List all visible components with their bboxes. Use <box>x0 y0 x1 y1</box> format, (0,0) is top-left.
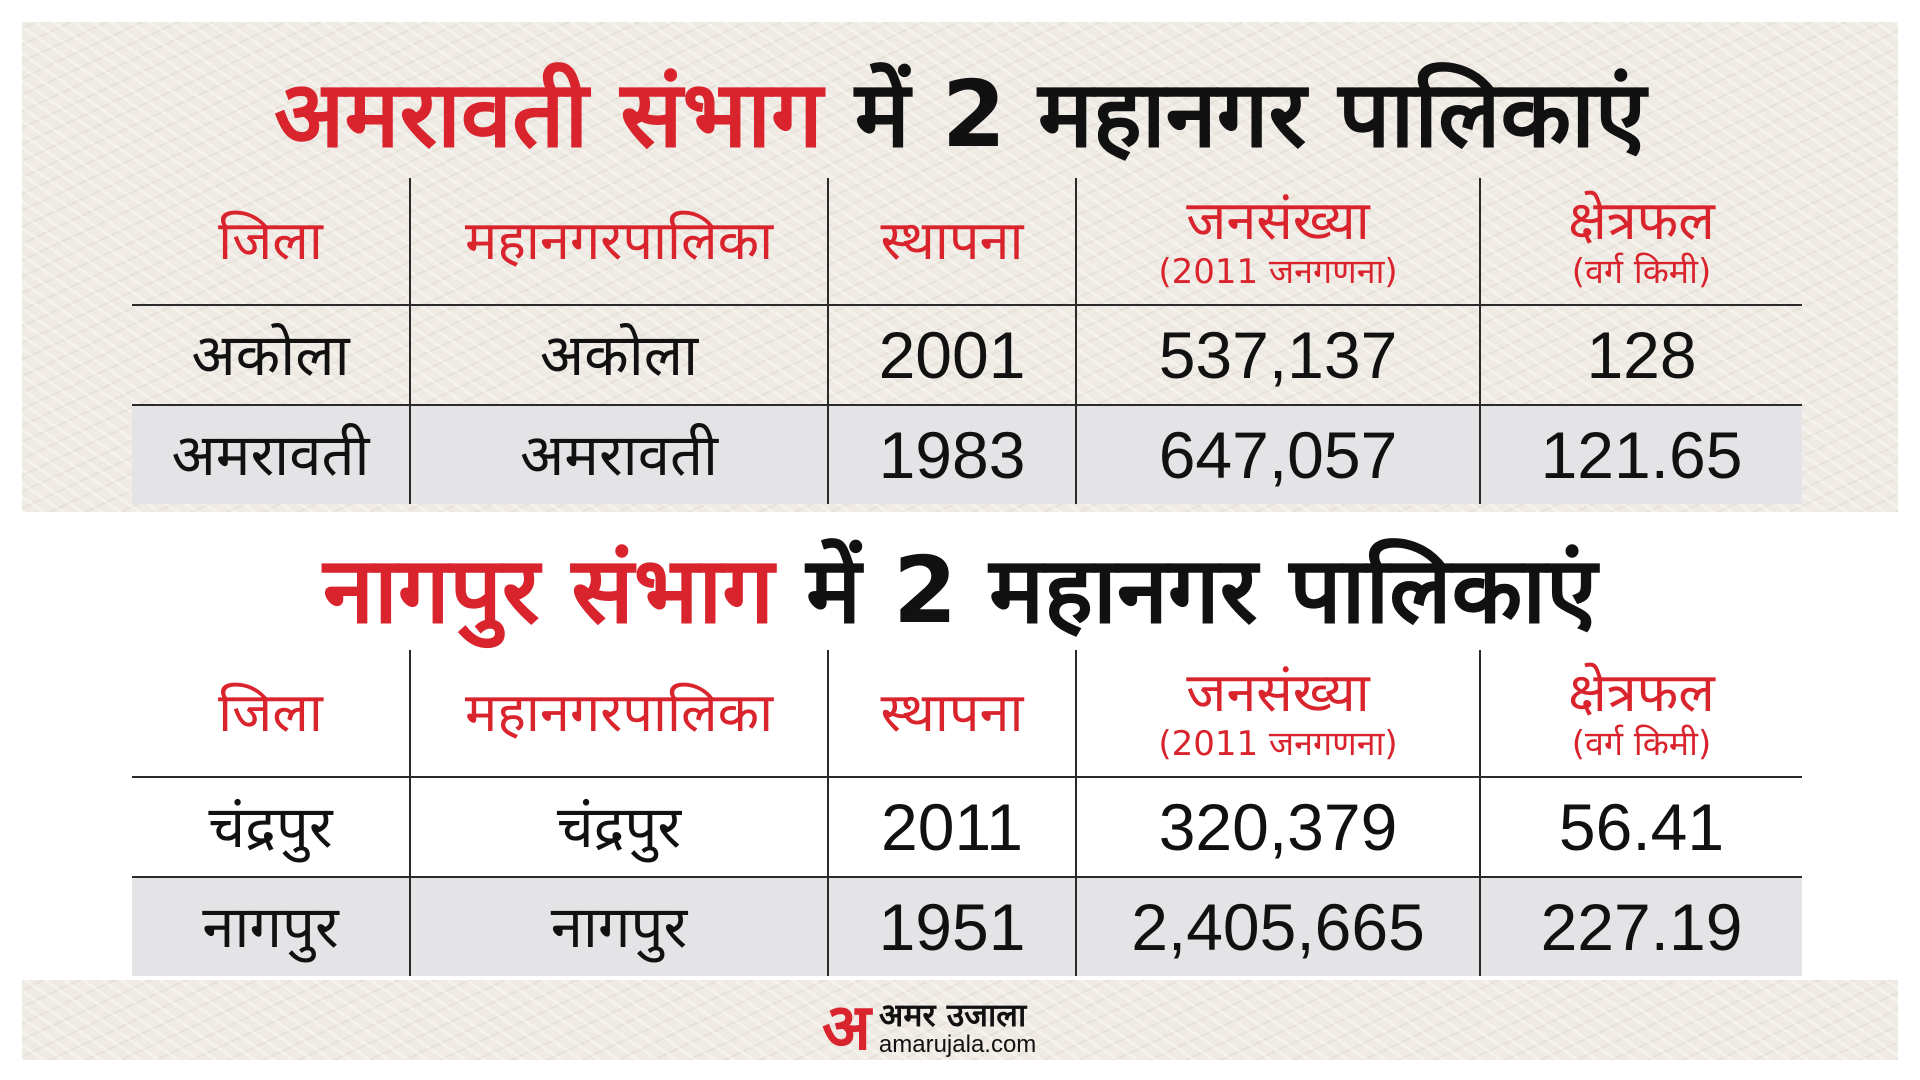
cell-population: 647,057 <box>1075 404 1480 504</box>
cell-district: अकोला <box>191 321 350 389</box>
col-header-population: जनसंख्या (2011 जनगणना) <box>1075 650 1480 778</box>
section2-heading-red: नागपुर संभाग <box>322 537 775 644</box>
table-row: अमरावती अमरावती 1983 647,057 121.65 <box>132 404 1802 504</box>
logo-name: अमर उजाला <box>878 996 1027 1034</box>
cell-corporation: नागपुर <box>409 876 828 976</box>
section2-heading-black: में 2 महानगर पालिकाएं <box>806 537 1598 644</box>
cell-district: नागपुर <box>132 876 410 976</box>
cell-established: 2011 <box>827 777 1076 877</box>
col-header-area: क्षेत्रफल (वर्ग किमी) <box>1479 650 1802 778</box>
cell-population: 2,405,665 <box>1075 876 1480 976</box>
amar-ujala-logo: अ अमर उजाला amarujala.com <box>822 996 1098 1060</box>
section2-heading: नागपुर संभाग में 2 महानगर पालिकाएं <box>0 536 1920 646</box>
cell-district: चंद्रपुर <box>208 793 333 861</box>
cell-district: अमरावती <box>132 404 410 504</box>
col-header-corporation: महानगरपालिका <box>409 650 828 778</box>
table-row: अकोला अकोला 2001 537,137 128 <box>132 305 1802 405</box>
col-header-established: स्थापना <box>827 178 1076 306</box>
col-header-district: जिला <box>132 650 410 778</box>
section1-heading-red: अमरावती संभाग <box>274 61 823 168</box>
logo-url: amarujala.com <box>878 1031 1037 1058</box>
col-header-district: जिला <box>132 178 410 306</box>
cell-area: 56.41 <box>1479 777 1802 877</box>
cell-area: 121.65 <box>1479 404 1802 504</box>
cell-established: 1951 <box>827 876 1076 976</box>
cell-corporation: चंद्रपुर <box>409 777 828 877</box>
cell-population: 320,379 <box>1075 777 1480 877</box>
section2-header-row: जिला महानगरपालिका स्थापना जनसंख्या (2011 … <box>132 650 1802 778</box>
footer-background-strip <box>22 980 1898 1060</box>
col-header-corporation: महानगरपालिका <box>409 178 828 306</box>
section1-table: जिला महानगरपालिका स्थापना जनसंख्या (2011 … <box>132 178 1802 504</box>
table-row: चंद्रपुर चंद्रपुर 2011 320,379 56.41 <box>132 777 1802 877</box>
cell-population: 537,137 <box>1075 305 1480 405</box>
section1-heading-black: में 2 महानगर पालिकाएं <box>854 61 1646 168</box>
cell-corporation: अकोला <box>409 305 828 405</box>
section2-table: जिला महानगरपालिका स्थापना जनसंख्या (2011 … <box>132 650 1802 976</box>
col-header-established: स्थापना <box>827 650 1076 778</box>
logo-mark-icon: अ <box>822 991 871 1065</box>
section1-header-row: जिला महानगरपालिका स्थापना जनसंख्या (2011 … <box>132 178 1802 306</box>
col-header-population: जनसंख्या (2011 जनगणना) <box>1075 178 1480 306</box>
cell-established: 1983 <box>827 404 1076 504</box>
cell-area: 128 <box>1479 305 1802 405</box>
section1-heading: अमरावती संभाग में 2 महानगर पालिकाएं <box>0 60 1920 170</box>
col-header-area: क्षेत्रफल (वर्ग किमी) <box>1479 178 1802 306</box>
cell-area: 227.19 <box>1479 876 1802 976</box>
cell-corporation: अमरावती <box>409 404 828 504</box>
table-row: नागपुर नागपुर 1951 2,405,665 227.19 <box>132 876 1802 976</box>
cell-established: 2001 <box>827 305 1076 405</box>
